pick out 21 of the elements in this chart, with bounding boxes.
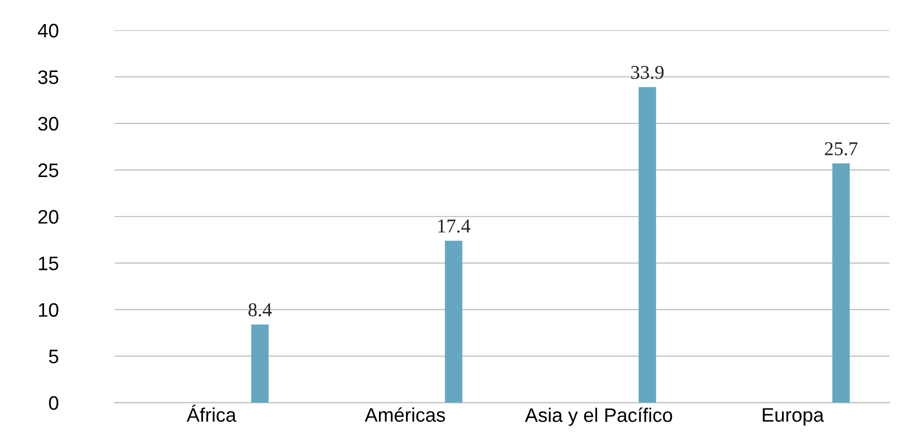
x-tick-label: Asia y el Pacífico (524, 408, 672, 426)
x-tick-label: África (186, 404, 236, 422)
y-tick-label: 20 (38, 210, 58, 224)
data-label: 33.9 (631, 66, 664, 80)
x-tick-label: Américas (364, 407, 446, 422)
bar (251, 324, 269, 403)
y-tick-label: 0 (49, 396, 58, 410)
x-tick-label: Europa (762, 408, 824, 426)
y-tick-label: 10 (38, 303, 58, 317)
y-tick-label: 25 (38, 163, 58, 178)
y-tick-label: 40 (38, 24, 58, 38)
y-tick-label: 5 (49, 350, 58, 364)
y-tick-label: 35 (38, 70, 58, 84)
bar (444, 240, 462, 403)
data-label: 8.4 (248, 303, 272, 316)
data-label: 17.4 (438, 220, 470, 233)
bar (832, 163, 850, 403)
data-label: 25.7 (824, 142, 858, 156)
y-tick-label: 30 (38, 116, 58, 131)
y-tick-label: 15 (38, 256, 58, 270)
bar (638, 87, 656, 403)
